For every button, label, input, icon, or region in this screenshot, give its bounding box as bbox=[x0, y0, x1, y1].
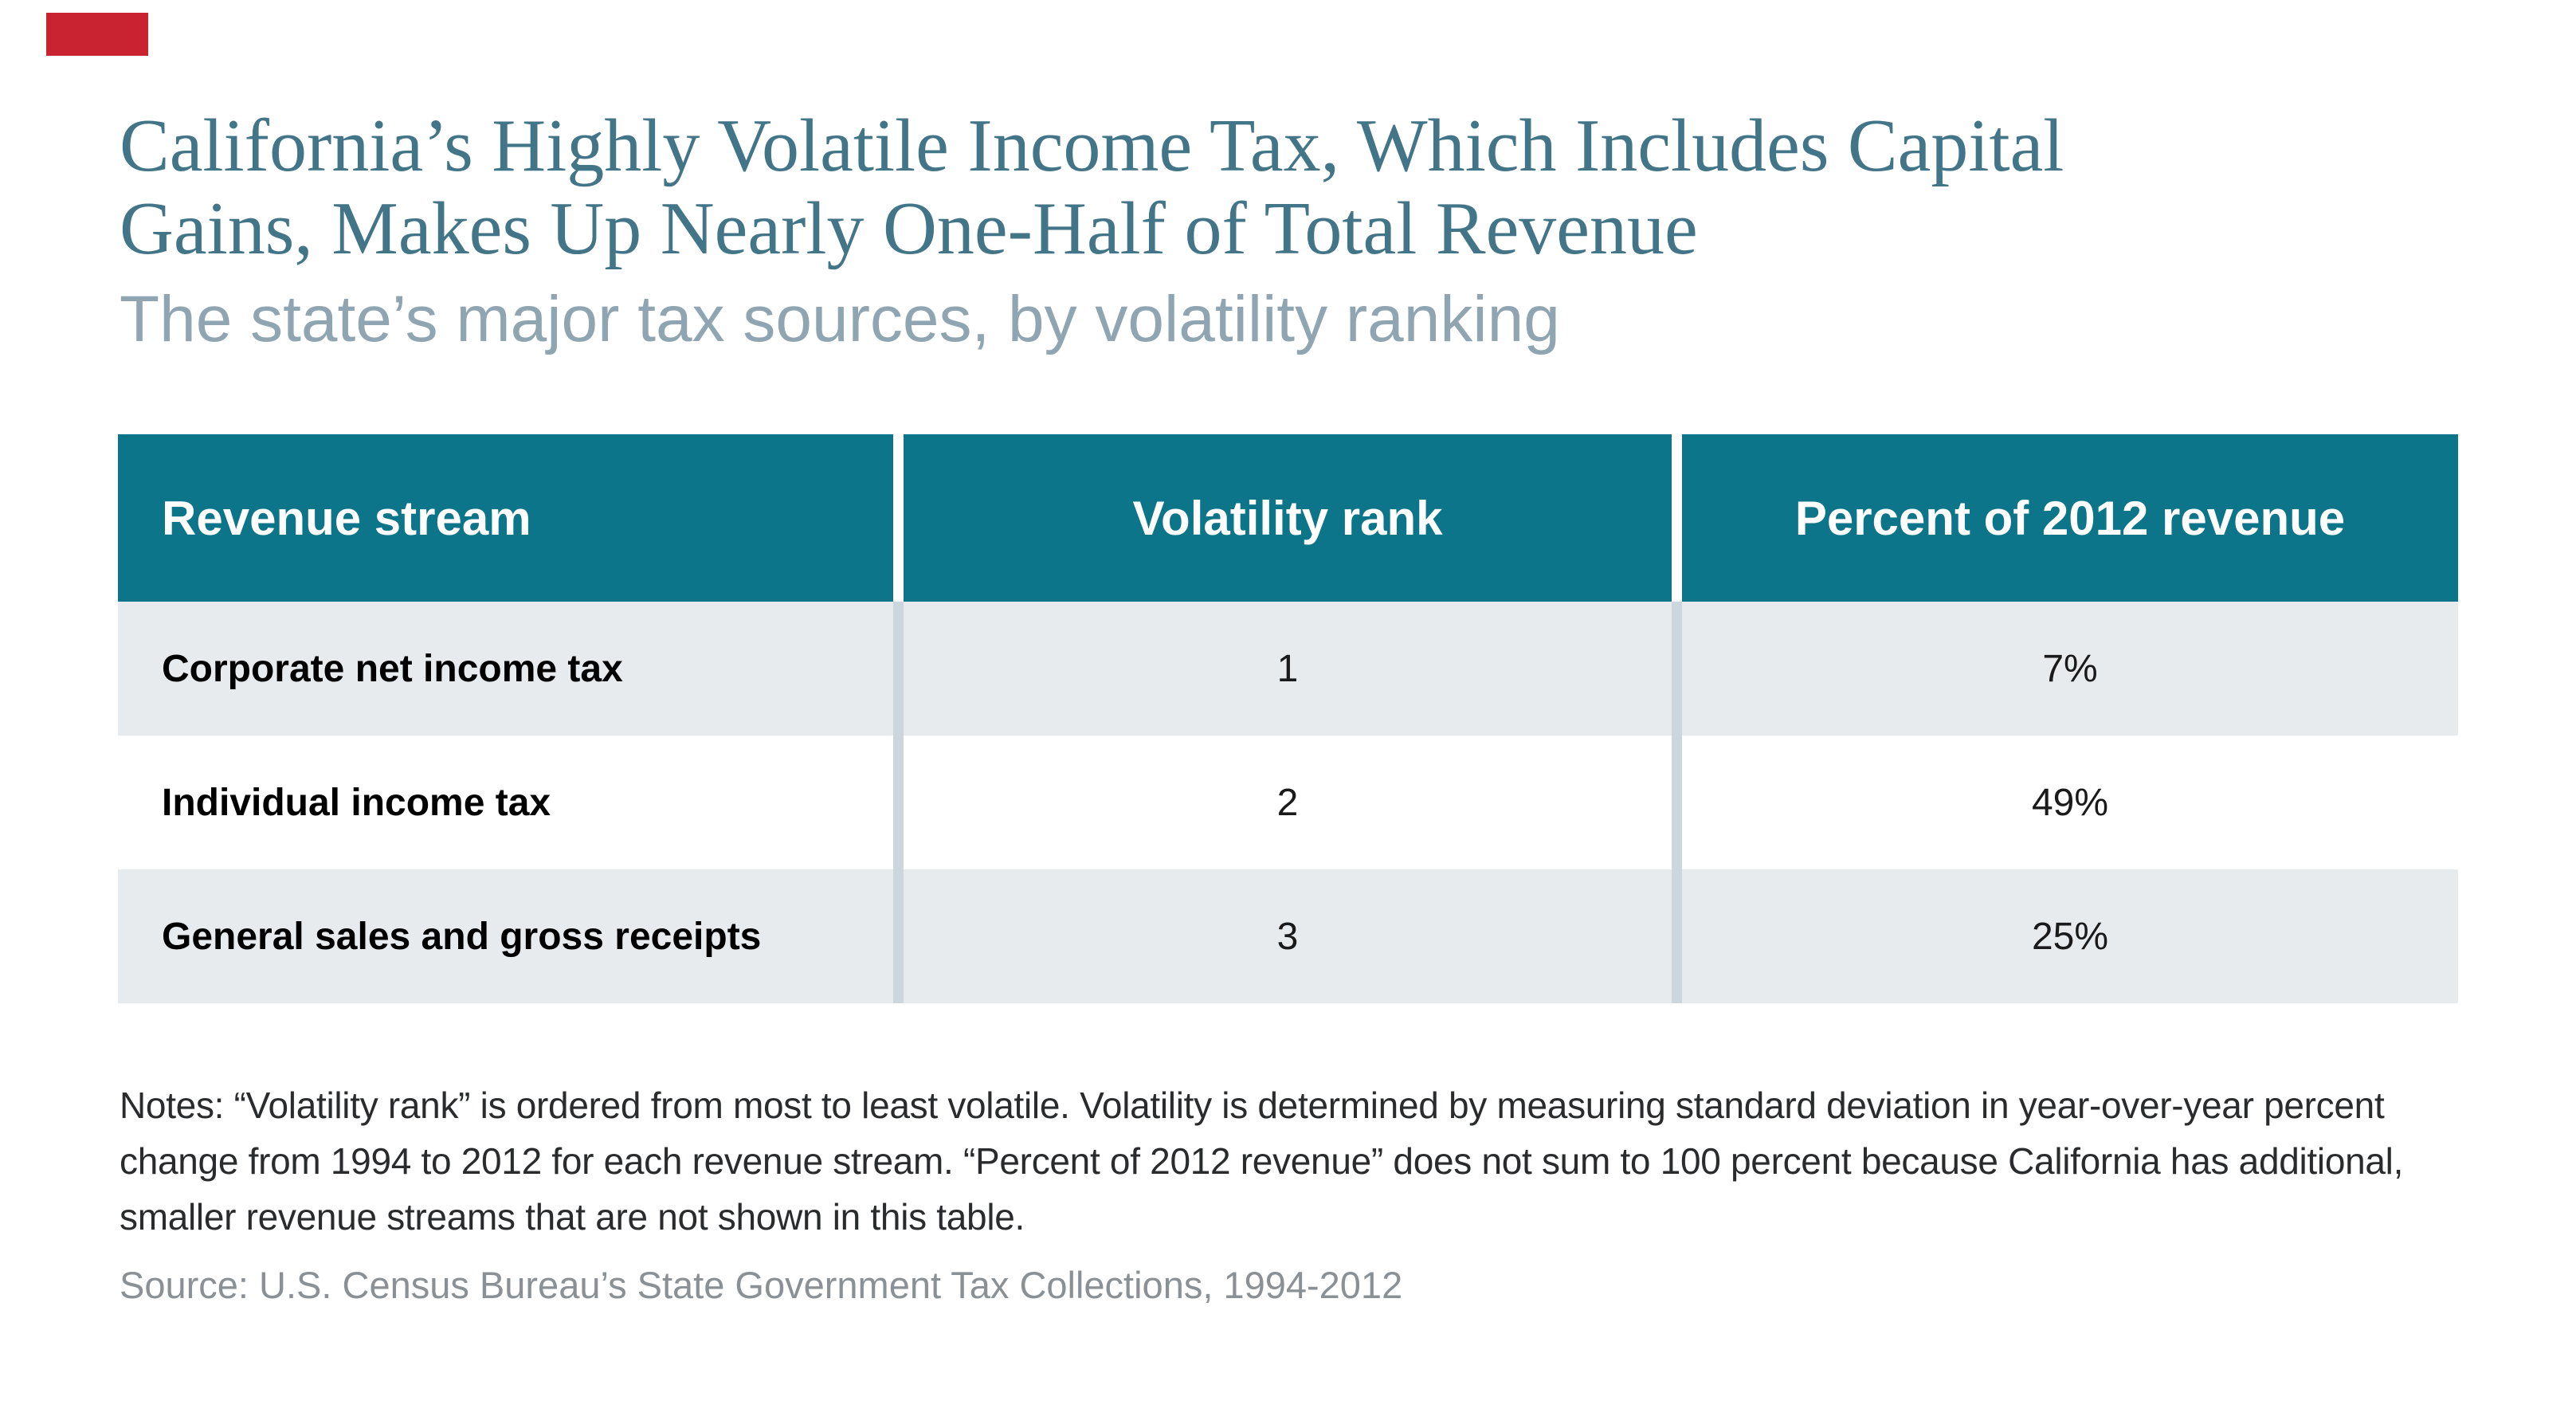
row-rank: 3 bbox=[1276, 915, 1299, 958]
row-label: General sales and gross receipts bbox=[162, 915, 762, 958]
column-separator bbox=[893, 869, 904, 1003]
column-separator bbox=[893, 602, 904, 736]
header-cell-revenue-stream: Revenue stream bbox=[162, 491, 531, 545]
column-separator bbox=[1672, 736, 1682, 869]
column-separator bbox=[893, 434, 904, 602]
chart-title: California’s Highly Volatile Income Tax,… bbox=[120, 104, 2064, 270]
row-percent: 49% bbox=[2031, 781, 2109, 824]
row-percent: 7% bbox=[2042, 647, 2098, 690]
red-marker bbox=[46, 13, 148, 56]
column-separator bbox=[1672, 434, 1682, 602]
row-percent: 25% bbox=[2031, 915, 2109, 958]
row-rank: 1 bbox=[1276, 647, 1299, 690]
header-cell-percent-revenue: Percent of 2012 revenue bbox=[1794, 491, 2346, 545]
column-separator bbox=[1672, 602, 1682, 736]
row-rank: 2 bbox=[1276, 781, 1299, 824]
header-cell-volatility-rank: Volatility rank bbox=[1132, 491, 1443, 545]
column-separator bbox=[893, 736, 904, 869]
table-row: General sales and gross receipts 3 25% bbox=[118, 869, 2458, 1003]
table-row: Individual income tax 2 49% bbox=[118, 736, 2458, 869]
notes-text: Notes: “Volatility rank” is ordered from… bbox=[120, 1085, 2404, 1238]
data-table: Revenue stream Volatility rank Percent o… bbox=[118, 434, 2458, 1003]
chart-title-line-1: California’s Highly Volatile Income Tax,… bbox=[120, 104, 2064, 187]
chart-subtitle: The state’s major tax sources, by volati… bbox=[120, 283, 1560, 355]
row-label: Corporate net income tax bbox=[162, 647, 623, 690]
table-header-row: Revenue stream Volatility rank Percent o… bbox=[118, 434, 2458, 602]
source-text: Source: U.S. Census Bureau’s State Gover… bbox=[120, 1264, 1403, 1306]
column-separator bbox=[1672, 869, 1682, 1003]
chart-title-line-2: Gains, Makes Up Nearly One-Half of Total… bbox=[120, 187, 1698, 270]
row-label: Individual income tax bbox=[162, 781, 551, 824]
table-row: Corporate net income tax 1 7% bbox=[118, 602, 2458, 736]
